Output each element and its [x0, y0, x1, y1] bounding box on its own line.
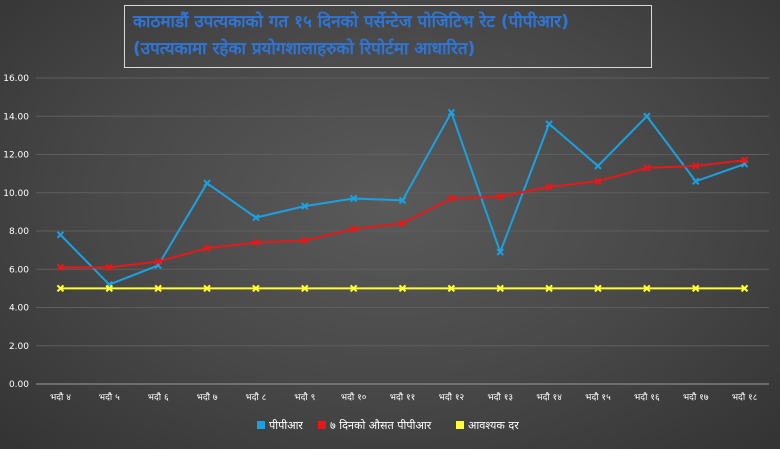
data-point — [252, 213, 260, 222]
legend-label: ७ दिनको औसत पीपीआर — [330, 419, 432, 432]
x-tick-label: भदौ १६ — [634, 391, 660, 403]
x-tick-label: भदौ १४ — [536, 391, 562, 403]
data-point — [691, 162, 700, 170]
x-tick-label: भदौ १० — [341, 391, 367, 403]
y-tick-label: 4.00 — [9, 304, 29, 314]
data-point — [545, 120, 553, 128]
data-point — [447, 284, 456, 293]
data-point — [301, 202, 309, 210]
x-tick-label: भदौ ५ — [99, 391, 120, 403]
data-point — [252, 238, 260, 247]
y-tick-label: 6.00 — [9, 265, 29, 275]
legend-swatch — [257, 421, 265, 429]
data-point — [154, 257, 162, 266]
data-point — [105, 284, 114, 293]
data-point — [203, 244, 211, 252]
data-point — [105, 263, 114, 272]
data-point — [594, 177, 602, 185]
x-tick-label: भदौ ७ — [197, 391, 218, 403]
chart-subtitle: (उपत्यकामा रहेका प्रयोगशालाहरुको रिपोर्ट… — [133, 39, 476, 59]
y-tick-label: 2.00 — [9, 342, 29, 352]
data-point — [643, 164, 651, 172]
data-point — [691, 284, 700, 293]
data-point — [56, 263, 65, 272]
x-tick-label: भदौ ११ — [390, 391, 416, 403]
x-tick-label: भदौ ९ — [294, 391, 315, 403]
x-tick-label: भदौ ८ — [245, 391, 266, 403]
data-point — [203, 284, 211, 293]
legend-swatch — [456, 421, 464, 429]
y-tick-label: 14.00 — [3, 112, 29, 122]
y-tick-label: 10.00 — [3, 189, 29, 199]
data-point — [496, 248, 504, 256]
data-point — [545, 284, 553, 293]
data-point — [349, 284, 358, 293]
data-point — [398, 196, 407, 205]
x-tick-label: भदौ १८ — [732, 391, 758, 403]
data-point — [56, 231, 65, 239]
legend-swatch — [318, 421, 326, 429]
data-point — [301, 236, 309, 245]
data-point — [447, 194, 456, 203]
data-point — [301, 284, 309, 293]
data-point — [349, 225, 358, 233]
data-point — [56, 284, 65, 293]
series-line — [60, 159, 745, 269]
data-point — [740, 284, 749, 293]
x-tick-label: भदौ १३ — [487, 391, 513, 403]
chart-title: काठमाडौं उपत्यकाको गत १५ दिनको पर्सेन्टे… — [133, 12, 569, 32]
y-tick-label: 12.00 — [3, 151, 29, 161]
data-point — [643, 112, 651, 120]
data-point — [203, 179, 211, 187]
data-point — [691, 177, 700, 185]
data-point — [398, 284, 407, 293]
data-point — [594, 284, 602, 293]
data-point — [740, 156, 749, 164]
data-point — [643, 284, 651, 293]
data-point — [447, 108, 456, 117]
x-tick-label: भदौ १२ — [439, 391, 465, 403]
chart-title-box: काठमाडौं उपत्यकाको गत १५ दिनको पर्सेन्टे… — [124, 5, 652, 68]
x-tick-label: भदौ १५ — [585, 391, 611, 403]
y-tick-label: 0.00 — [9, 380, 29, 390]
x-tick-label: भदौ ४ — [50, 391, 71, 403]
legend-label: पीपीआर — [269, 419, 303, 432]
data-point — [252, 284, 260, 293]
data-point — [545, 183, 553, 191]
data-point — [398, 219, 407, 228]
series-line — [59, 111, 745, 286]
data-point — [349, 194, 358, 203]
y-tick-label: 8.00 — [9, 227, 29, 237]
data-point — [496, 192, 504, 201]
x-tick-label: भदौ १७ — [683, 391, 709, 403]
data-point — [496, 284, 504, 293]
x-tick-label: भदौ ६ — [148, 391, 169, 403]
data-point — [594, 162, 602, 170]
legend-label: आवश्यक दर — [468, 419, 519, 432]
data-point — [154, 284, 162, 293]
y-tick-label: 16.00 — [3, 74, 29, 84]
